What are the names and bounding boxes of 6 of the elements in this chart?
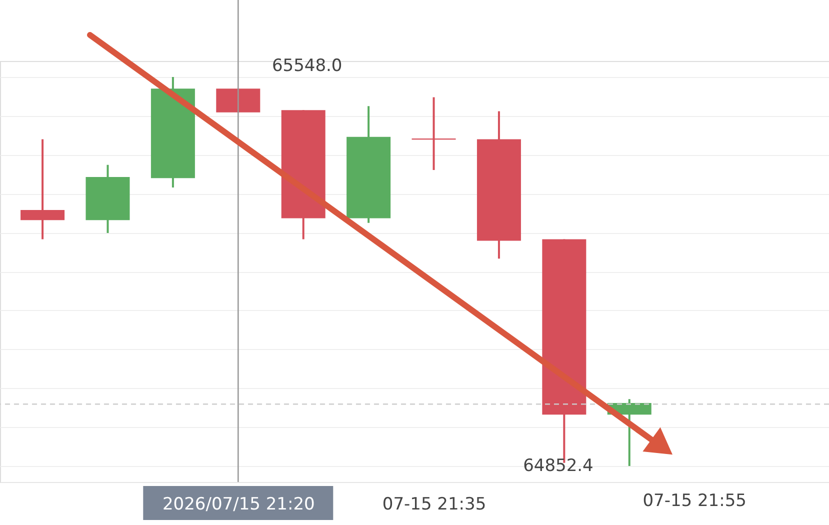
x-tick-label: 07-15 21:35 bbox=[382, 494, 486, 514]
text: 07-15 21:55 bbox=[642, 491, 746, 511]
x-tick-label: 2026/07/15 21:20 bbox=[162, 494, 315, 514]
annotation: 64852.4 bbox=[523, 456, 594, 476]
text: 65548.0 bbox=[272, 56, 342, 76]
candlestick bbox=[20, 138, 65, 240]
